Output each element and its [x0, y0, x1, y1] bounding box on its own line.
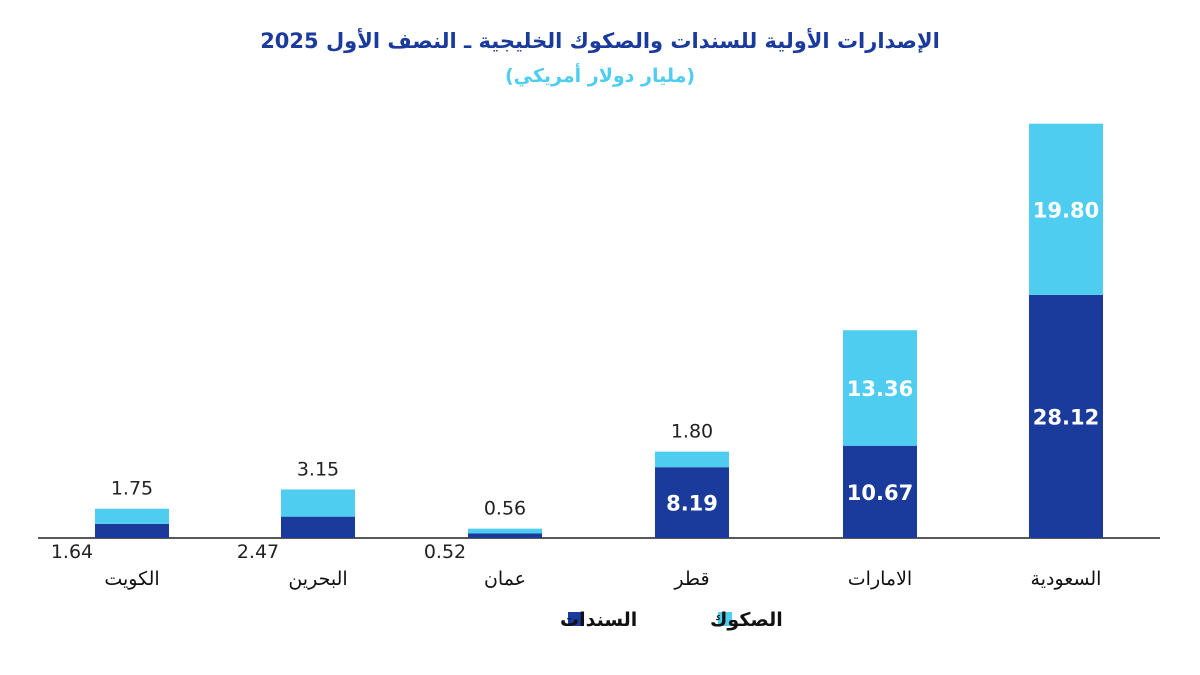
data-label-sukuk: 1.75: [111, 478, 153, 500]
legend-label: الصكوك: [710, 609, 783, 631]
data-label-bonds: 1.64: [51, 541, 93, 563]
legend: الصكوك السندات: [560, 609, 783, 631]
data-label-bonds: 2.47: [237, 541, 279, 563]
bars-layer: [95, 123, 1103, 538]
bar-sukuk: [95, 508, 169, 524]
bar-bonds: [655, 467, 729, 538]
data-label-sukuk: 13.36: [847, 377, 913, 401]
legend-label: السندات: [560, 609, 637, 631]
data-label-sukuk: 1.80: [671, 421, 713, 443]
labels-layer: الكويت 1.64 1.75 البحرين 2.47 3.15 عمان 0.52 0.5…: [51, 198, 1102, 590]
x-tick-label: البحرين: [288, 568, 347, 590]
x-tick-label: السعودية: [1031, 568, 1102, 590]
x-tick-label: عمان: [484, 568, 526, 590]
bar-sukuk: [843, 330, 917, 446]
x-tick-label: قطر: [673, 568, 709, 590]
x-tick-label: الكويت: [104, 568, 159, 590]
data-label-bonds: 10.67: [847, 481, 913, 505]
x-tick-label: الامارات: [848, 568, 912, 590]
data-label-bonds: 0.52: [424, 541, 466, 563]
bar-bonds: [281, 516, 355, 538]
data-label-bonds: 28.12: [1033, 405, 1099, 429]
bar-sukuk: [281, 489, 355, 517]
data-label-sukuk: 19.80: [1033, 198, 1099, 222]
bar-bonds: [95, 523, 169, 538]
bar-sukuk: [1029, 123, 1103, 295]
data-label-bonds: 8.19: [666, 492, 718, 516]
legend-swatch: [718, 612, 732, 626]
chart-title: الإصدارات الأولية للسندات والصكوك الخليج…: [260, 27, 940, 53]
legend-swatch: [568, 612, 582, 626]
data-label-sukuk: 0.56: [484, 498, 526, 520]
data-label-sukuk: 3.15: [297, 458, 339, 480]
chart-subtitle: (مليار دولار أمريكي): [505, 63, 695, 87]
bar-bonds: [1029, 294, 1103, 538]
bar-sukuk: [468, 528, 542, 534]
bar-sukuk: [655, 451, 729, 468]
bar-bonds: [843, 445, 917, 538]
bar-bonds: [468, 533, 542, 538]
